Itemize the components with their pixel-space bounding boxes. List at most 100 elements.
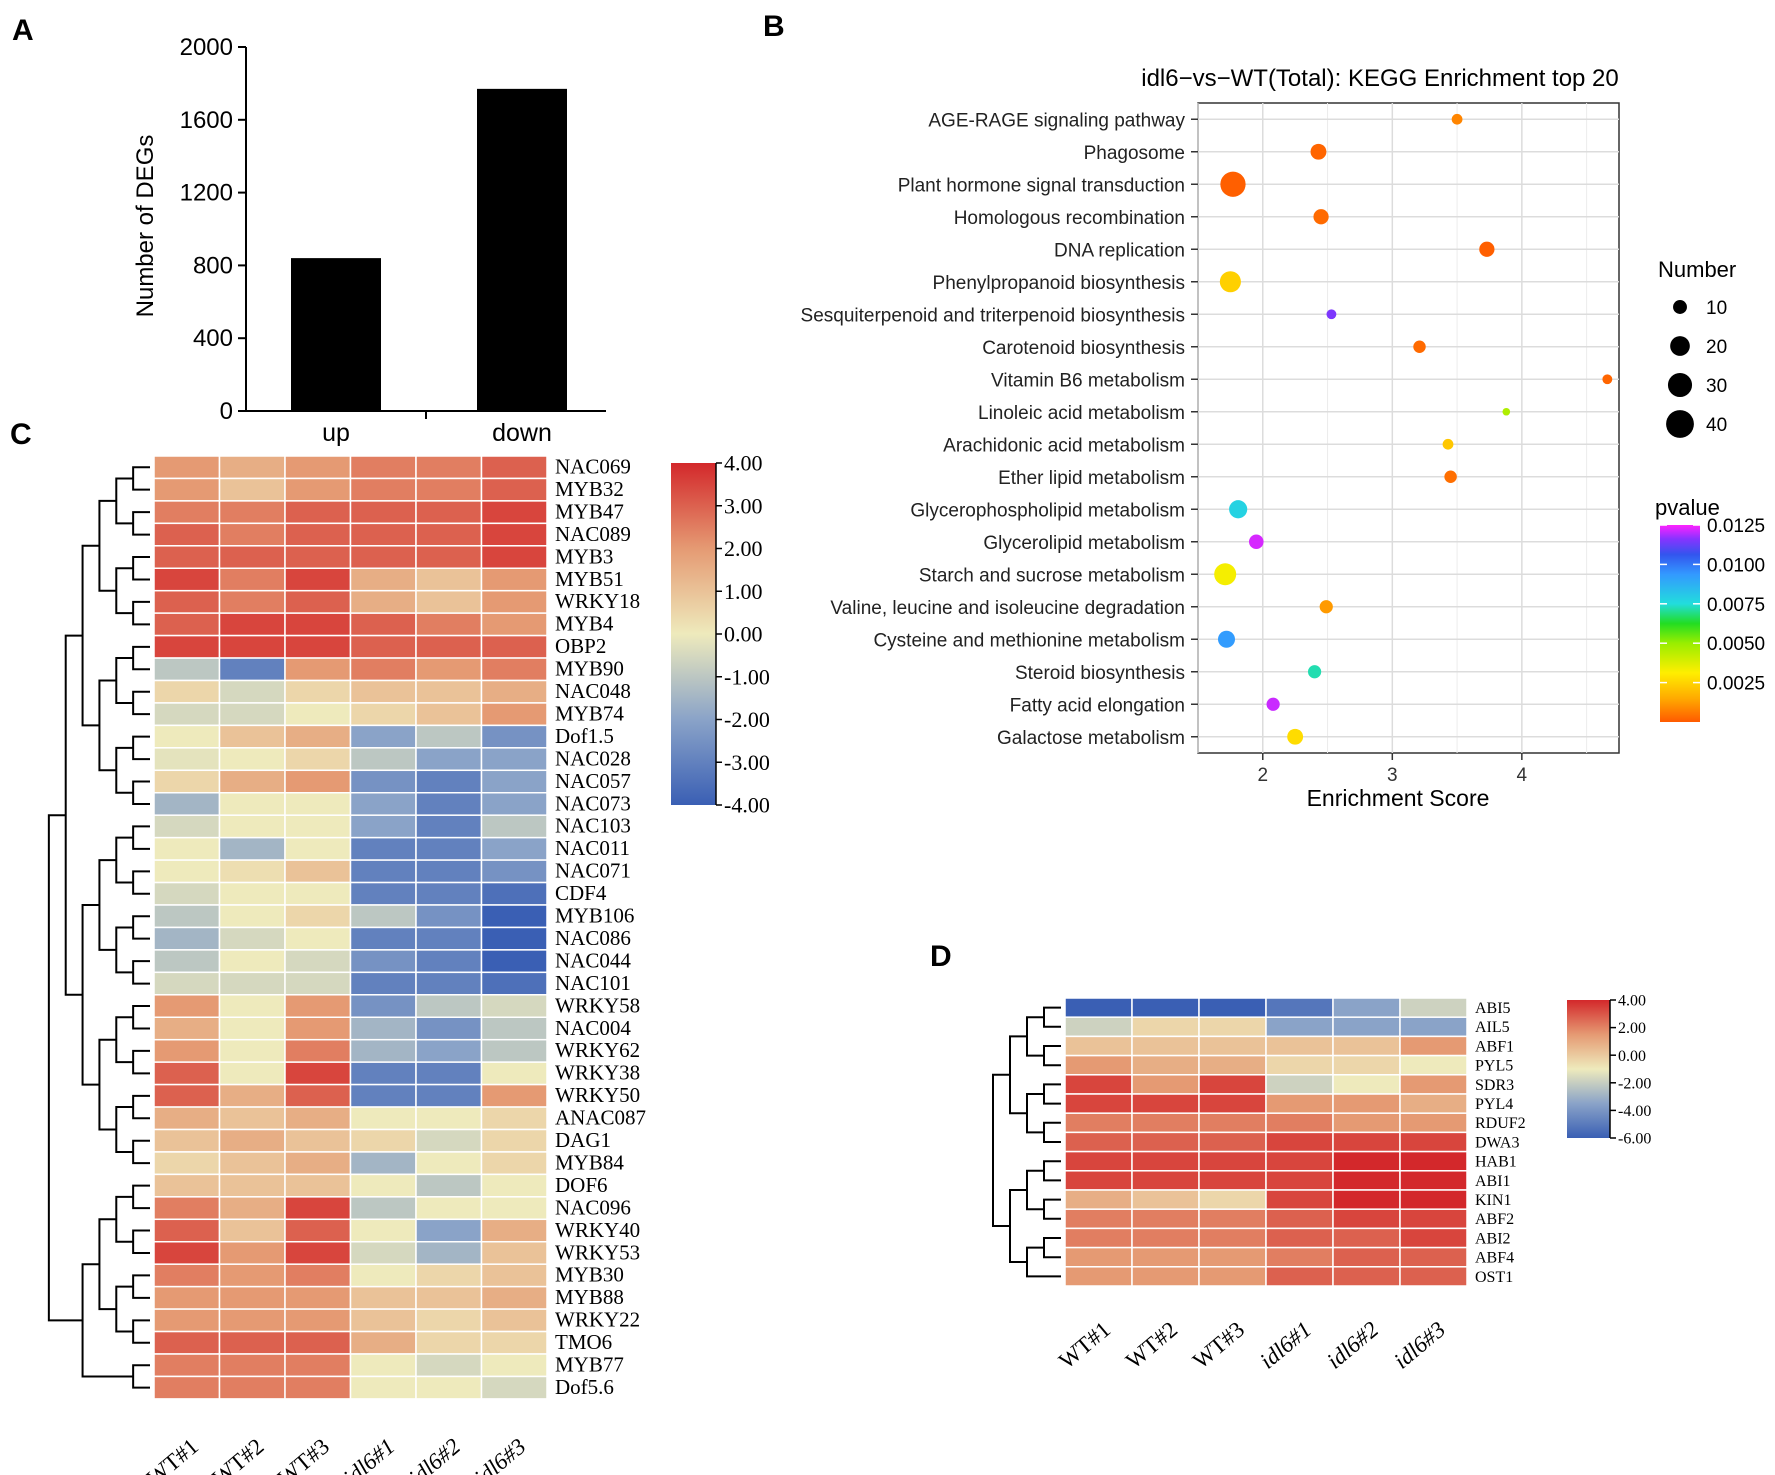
heatmap-cell bbox=[1265, 1035, 1334, 1057]
heatmap-cell bbox=[153, 1241, 221, 1265]
color-scale-bar bbox=[671, 463, 716, 805]
heatmap-cell bbox=[480, 1083, 548, 1108]
heatmap-cell bbox=[1131, 1189, 1200, 1210]
heatmap-cell bbox=[415, 836, 483, 861]
heatmap-cell bbox=[480, 904, 548, 929]
sample-label: WT#2 bbox=[1121, 1317, 1182, 1374]
heatmap-cell bbox=[284, 926, 352, 951]
bar-chart: Number of DEGs 0 400 800 1200 1600 2000 up down bbox=[132, 34, 606, 447]
dendrogram-branch bbox=[132, 825, 150, 850]
heatmap-cell bbox=[218, 500, 286, 525]
heatmap-cell bbox=[284, 1151, 352, 1176]
heatmap-cell bbox=[415, 1173, 483, 1198]
heatmap-cell bbox=[480, 836, 548, 861]
heatmap-cell bbox=[218, 567, 286, 592]
sample-label: WT#3 bbox=[273, 1434, 334, 1475]
panel-label-d: D bbox=[930, 940, 952, 973]
heatmap-cell bbox=[1198, 1016, 1267, 1038]
pathway-label: Cysteine and methionine metabolism bbox=[873, 630, 1185, 651]
heatmap-cell bbox=[1332, 1170, 1401, 1191]
heatmap-cell bbox=[349, 522, 417, 547]
heatmap-cell bbox=[284, 477, 352, 502]
heatmap-cell bbox=[1265, 1266, 1334, 1287]
dendrogram-branch bbox=[1043, 1083, 1061, 1105]
heatmap-cell bbox=[284, 1128, 352, 1153]
heatmap-cell bbox=[480, 1375, 548, 1400]
heatmap-cell bbox=[1131, 1227, 1200, 1249]
heatmap-cell bbox=[218, 455, 286, 480]
gene-label: PYL5 bbox=[1475, 1058, 1513, 1075]
heatmap-cell bbox=[284, 634, 352, 659]
gene-label: ABI2 bbox=[1475, 1230, 1511, 1247]
gene-label: ABF1 bbox=[1475, 1038, 1514, 1055]
color-legend-bar bbox=[1660, 525, 1700, 722]
heatmap-cell bbox=[349, 994, 417, 1018]
heatmap-cell bbox=[349, 1285, 417, 1310]
gene-label: NAC086 bbox=[555, 926, 631, 950]
heatmap-cell bbox=[415, 859, 483, 884]
heatmap-cell bbox=[415, 971, 483, 996]
color-legend-label: 0.0125 bbox=[1707, 516, 1765, 537]
bubble-point bbox=[1444, 470, 1457, 483]
heatmap-cell bbox=[1265, 1150, 1334, 1172]
heatmap-cell bbox=[1064, 1131, 1133, 1153]
heatmap-cell bbox=[415, 455, 483, 480]
dendrogram-branch bbox=[98, 859, 117, 951]
heatmap-cell bbox=[218, 814, 286, 839]
color-legend-title: pvalue bbox=[1655, 495, 1720, 520]
gene-label: CDF4 bbox=[555, 881, 607, 905]
gene-label: MYB74 bbox=[555, 701, 624, 725]
heatmap-cell bbox=[1399, 1189, 1468, 1210]
heatmap-cell bbox=[153, 522, 221, 547]
heatmap-cell bbox=[218, 1038, 286, 1063]
dendrogram-branch bbox=[115, 1285, 134, 1333]
heatmap-cell bbox=[349, 1330, 417, 1355]
heatmap-cell bbox=[349, 455, 417, 480]
heatmap-cell bbox=[218, 1353, 286, 1378]
heatmap-cell bbox=[415, 769, 483, 794]
gene-label: MYB32 bbox=[555, 477, 624, 501]
heatmap-cell bbox=[349, 1196, 417, 1221]
heatmap-cell bbox=[1064, 1035, 1133, 1057]
heatmap-cell bbox=[153, 1353, 221, 1378]
gene-label: MYB47 bbox=[555, 499, 624, 523]
gene-label: HAB1 bbox=[1475, 1154, 1517, 1171]
heatmap-cell bbox=[284, 500, 352, 525]
heatmap-cell bbox=[1198, 1170, 1267, 1191]
color-scale-label: -2.00 bbox=[724, 707, 770, 732]
heatmap-cell bbox=[153, 679, 221, 704]
heatmap-cell bbox=[480, 747, 548, 772]
heatmap-cell bbox=[349, 1173, 417, 1198]
gene-label: WRKY50 bbox=[555, 1083, 640, 1107]
heatmap-cell bbox=[1064, 1074, 1133, 1095]
heatmap-cell bbox=[480, 814, 548, 839]
heatmap-cell bbox=[415, 1330, 483, 1355]
dendrogram-branch bbox=[132, 556, 150, 581]
sample-label: WT#3 bbox=[1188, 1317, 1249, 1374]
heatmap-cell bbox=[349, 881, 417, 906]
heatmap-cell bbox=[153, 567, 221, 592]
gene-label: MYB106 bbox=[555, 904, 634, 928]
heatmap-cell bbox=[415, 1353, 483, 1378]
heatmap-cell bbox=[415, 589, 483, 614]
dendrogram-branch bbox=[81, 904, 100, 1086]
pathway-label: Phagosome bbox=[1084, 143, 1185, 164]
heatmap-cell bbox=[1399, 1150, 1468, 1172]
gene-label: Dof5.6 bbox=[555, 1375, 614, 1399]
bubble-point bbox=[1266, 697, 1280, 711]
heatmap-cell bbox=[284, 814, 352, 839]
heatmap-cell bbox=[218, 747, 286, 772]
heatmap-aba-genes: ABI5 AIL5 ABF1 PYL5 SDR3 PYL4 RDUF2 DWA3 HAB1 ABI… bbox=[992, 993, 1651, 1374]
gene-label: NAC089 bbox=[555, 522, 631, 546]
heatmap-cell bbox=[218, 1083, 286, 1108]
gene-label: NAC101 bbox=[555, 971, 631, 995]
bubble-point bbox=[1413, 340, 1426, 353]
heatmap-cell bbox=[153, 1285, 221, 1310]
sample-label: idl6#3 bbox=[469, 1434, 530, 1475]
heatmap-cell bbox=[1265, 1227, 1334, 1249]
heatmap-cell bbox=[1399, 1131, 1468, 1153]
heatmap-cell bbox=[1198, 1112, 1267, 1134]
heatmap-cell bbox=[415, 1263, 483, 1288]
heatmap-cell bbox=[480, 589, 548, 614]
heatmap-cell bbox=[153, 477, 221, 502]
